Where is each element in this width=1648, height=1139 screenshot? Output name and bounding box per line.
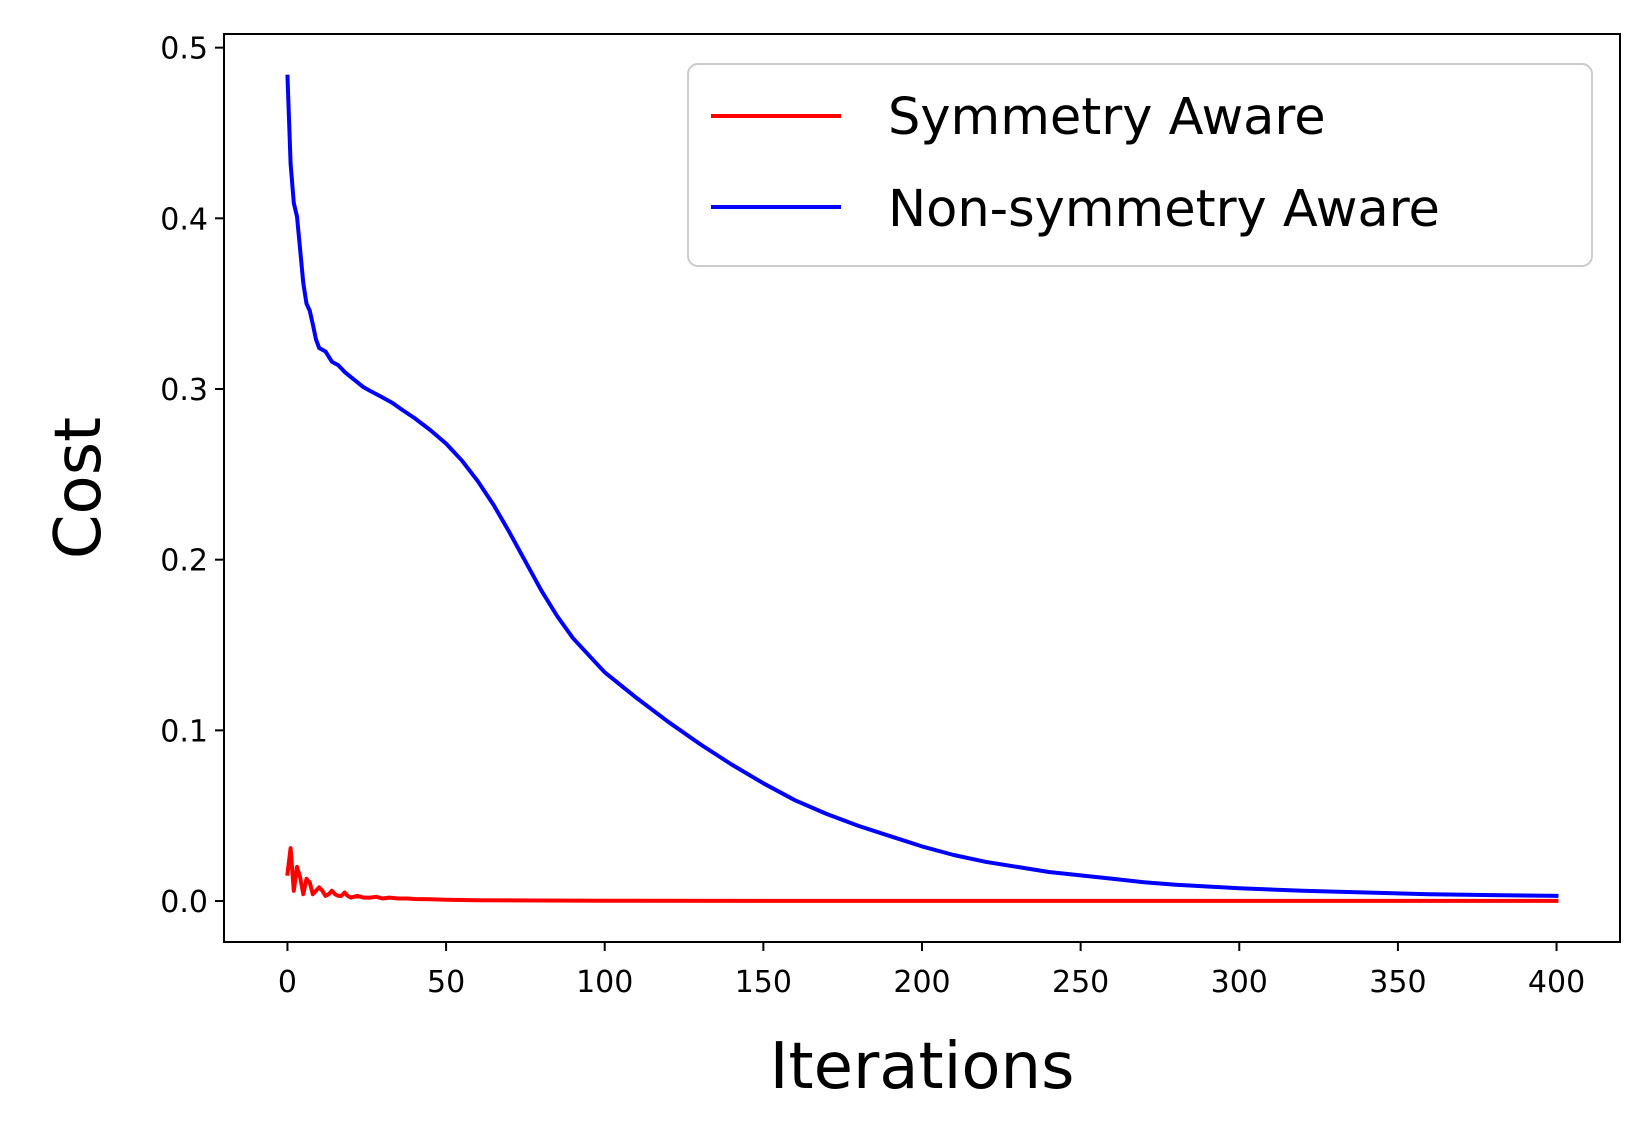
- series-line-symmetry-aware: [285, 846, 1559, 903]
- x-tick-label: 400: [1528, 965, 1585, 1000]
- x-axis-label: Iterations: [770, 1030, 1075, 1104]
- x-tick-label: 50: [427, 965, 465, 1000]
- x-tick-label: 350: [1369, 965, 1426, 1000]
- series-layer: [285, 74, 1559, 903]
- y-tick-label: 0.2: [160, 544, 208, 579]
- x-tick-label: 100: [576, 965, 633, 1000]
- x-tick-label: 0: [278, 965, 297, 1000]
- y-axis: 0.0 0.1 0.2 0.3 0.4 0.5: [160, 32, 224, 920]
- legend-label-non-symmetry-aware: Non-symmetry Aware: [888, 180, 1440, 239]
- y-tick-label: 0.4: [160, 202, 208, 237]
- x-tick-label: 300: [1211, 965, 1268, 1000]
- x-tick-label: 250: [1052, 965, 1109, 1000]
- y-tick-label: 0.0: [160, 885, 208, 920]
- y-axis-label: Cost: [42, 417, 116, 559]
- y-tick-label: 0.3: [160, 373, 208, 408]
- legend-box: [687, 63, 1593, 267]
- x-axis: 0 50 100 150 200 250 300 350 400: [278, 942, 1585, 1000]
- x-tick-label: 150: [735, 965, 792, 1000]
- x-tick-label: 200: [893, 965, 950, 1000]
- y-tick-label: 0.5: [160, 32, 208, 67]
- series-line-non-symmetry-aware: [285, 74, 1559, 898]
- legend: Symmetry Aware Non-symmetry Aware: [687, 63, 1593, 267]
- y-tick-label: 0.1: [160, 714, 208, 749]
- legend-label-symmetry-aware: Symmetry Aware: [888, 88, 1326, 147]
